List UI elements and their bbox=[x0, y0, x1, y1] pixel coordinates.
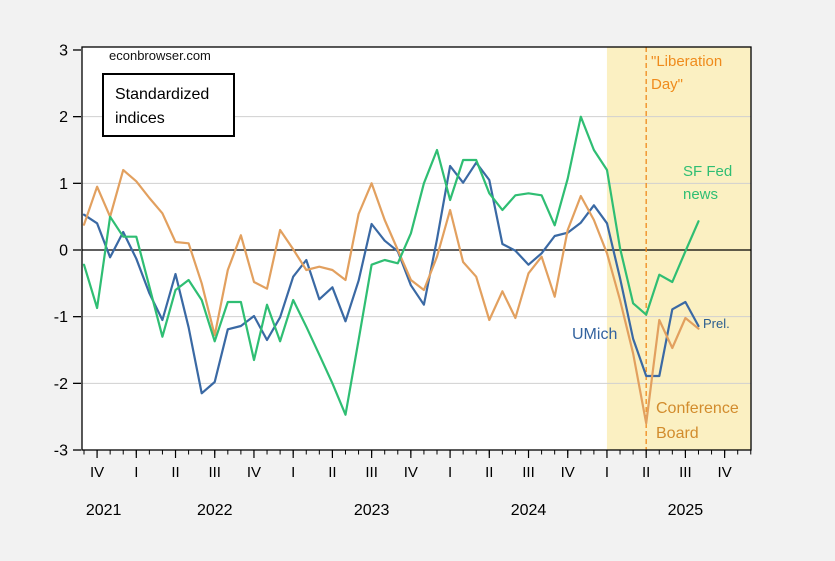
quarter-label: I bbox=[134, 464, 138, 481]
liberation-day-label: "Liberation Day" bbox=[651, 53, 723, 93]
quarter-label: II bbox=[642, 464, 650, 481]
quarter-label: I bbox=[448, 464, 452, 481]
quarter-label: II bbox=[171, 464, 179, 481]
y-tick-label: 2 bbox=[59, 109, 68, 126]
quarter-label: IV bbox=[247, 464, 261, 481]
series-sf-fed-news bbox=[82, 115, 700, 416]
year-label: 2021 bbox=[86, 502, 122, 519]
prel-label: Prel. bbox=[703, 316, 730, 331]
shaded-band-2025 bbox=[606, 47, 751, 450]
quarter-label: IV bbox=[404, 464, 418, 481]
quarter-label: III bbox=[365, 464, 378, 481]
quarter-label: II bbox=[485, 464, 493, 481]
watermark-text: econbrowser.com bbox=[109, 48, 211, 63]
quarter-label: III bbox=[208, 464, 221, 481]
y-tick-label: 1 bbox=[59, 176, 68, 193]
umich-label: UMich bbox=[572, 326, 618, 343]
quarter-label: III bbox=[679, 464, 692, 481]
series-conference-board bbox=[82, 168, 700, 425]
quarter-label: III bbox=[522, 464, 535, 481]
series-umich bbox=[82, 161, 700, 395]
quarter-label: IV bbox=[90, 464, 104, 481]
y-tick-label: -3 bbox=[54, 443, 68, 460]
quarter-label: IV bbox=[561, 464, 575, 481]
standardized-indices-box: Standardized indices bbox=[102, 73, 235, 137]
year-label: 2022 bbox=[197, 502, 233, 519]
year-label: 2023 bbox=[354, 502, 390, 519]
y-tick-label: -1 bbox=[54, 309, 68, 326]
quarter-label: IV bbox=[718, 464, 732, 481]
quarter-label: I bbox=[605, 464, 609, 481]
year-label: 2025 bbox=[668, 502, 704, 519]
y-tick-label: 0 bbox=[59, 243, 68, 260]
plot-frame bbox=[81, 46, 752, 451]
sf-fed-news-label: SF Fed news bbox=[683, 163, 733, 203]
quarter-label: II bbox=[328, 464, 336, 481]
quarter-label: I bbox=[291, 464, 295, 481]
conference-board-label: Conference Board bbox=[656, 400, 739, 442]
year-label: 2024 bbox=[511, 502, 547, 519]
y-tick-label: 3 bbox=[59, 42, 68, 59]
y-tick-label: -2 bbox=[54, 376, 68, 393]
